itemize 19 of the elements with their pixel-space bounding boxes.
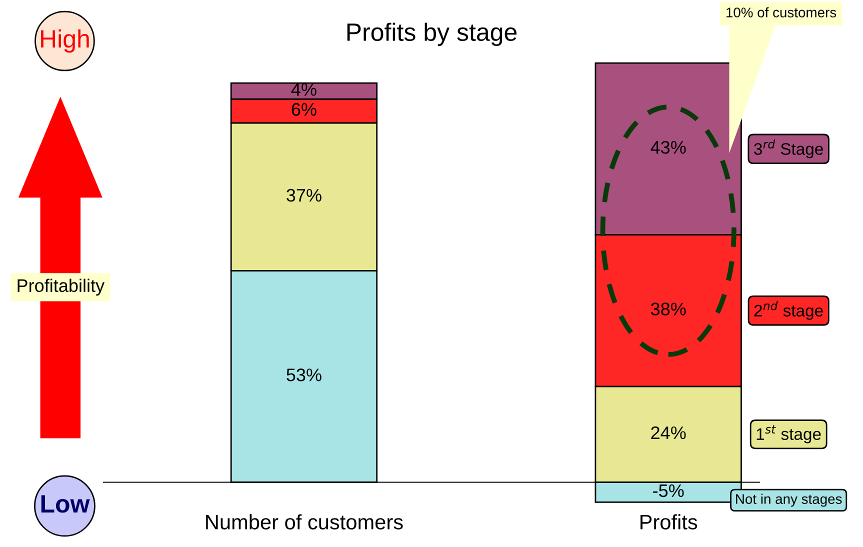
data-label: 37% — [286, 188, 322, 202]
annotation: Profitability — [18, 278, 105, 296]
text: Low — [41, 495, 90, 513]
data-label: -5% — [653, 484, 684, 498]
text: 10% of customers — [726, 7, 836, 18]
data-label: 4% — [291, 83, 316, 96]
data-label: 53% — [286, 368, 322, 382]
x-tick-label: Profits — [640, 514, 698, 530]
series-label: Not in any stages — [736, 494, 842, 507]
chart-title: Profits by stage — [347, 22, 517, 46]
data-label: 24% — [651, 426, 686, 440]
data-label: 38% — [650, 302, 686, 316]
text: High — [41, 29, 89, 53]
x-tick-label: Number of customers — [206, 514, 403, 530]
data-label: 43% — [650, 140, 686, 154]
series-label: 3$^{rd}$ Stage — [754, 139, 823, 158]
series-label: 1$^{st}$ stage — [756, 425, 821, 444]
data-label: 6% — [292, 103, 316, 116]
series-label: 2$^{nd}$ stage — [754, 301, 823, 320]
